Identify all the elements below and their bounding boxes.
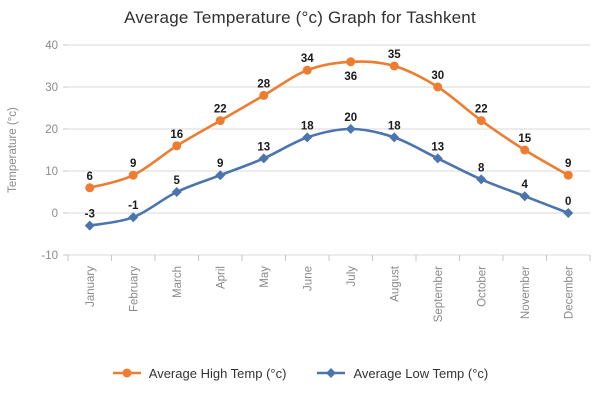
data-point-marker[interactable] [171,187,182,197]
data-label: 5 [174,175,181,187]
data-point-marker[interactable] [433,82,443,92]
low-series-marker-icon [317,368,346,378]
data-point-marker[interactable] [215,116,225,126]
data-label: -1 [128,200,139,212]
data-point-marker[interactable] [346,57,356,67]
data-point-marker[interactable] [389,61,399,71]
data-label: 22 [475,104,488,116]
series-line-average-high [89,60,569,190]
data-point-marker[interactable] [563,208,574,218]
x-category-label: March [172,266,184,298]
data-label: 16 [170,129,183,141]
legend-item-average-low[interactable]: Average Low Temp (°c) [316,366,488,381]
x-category-label: July [346,266,358,287]
y-tick-label: -10 [41,250,58,262]
y-tick-label: 0 [52,208,58,220]
data-point-marker[interactable] [215,170,226,181]
x-category-label: January [85,266,97,307]
data-label: 0 [565,196,571,208]
data-point-marker[interactable] [302,65,312,75]
data-point-marker[interactable] [476,116,486,126]
data-label: 8 [478,162,485,174]
data-point-marker[interactable] [432,153,443,164]
data-point-marker[interactable] [85,183,95,193]
data-label: 30 [431,70,444,82]
data-label: -3 [85,209,95,221]
data-label: 36 [344,71,357,83]
data-point-marker[interactable] [259,90,269,100]
data-label: 9 [217,158,223,170]
y-tick-label: 30 [45,82,58,94]
x-category-label: September [433,266,445,322]
data-point-marker[interactable] [128,212,139,223]
data-point-marker[interactable] [476,174,487,185]
legend-circle-marker-icon [122,368,132,378]
legend-diamond-marker-icon [326,368,337,378]
x-category-label: November [520,266,532,319]
legend-label-average-low: Average Low Temp (°c) [353,365,489,381]
chart-title: Average Temperature (°c) Graph for Tashk… [124,8,476,27]
x-category-label: December [563,266,575,319]
data-point-marker[interactable] [563,170,573,180]
x-category-label: June [302,266,314,291]
legend: Average High Temp (°c) Average Low Temp … [0,361,600,385]
series-line-average-low [89,127,569,227]
data-point-marker[interactable] [520,145,530,155]
data-point-marker[interactable] [172,141,182,151]
x-category-label: May [259,266,271,288]
data-label: 20 [344,112,357,124]
data-label: 35 [388,49,401,61]
y-tick-label: 40 [45,40,58,52]
data-label: 4 [522,179,529,191]
data-point-marker[interactable] [258,153,269,164]
legend-label-average-high: Average High Temp (°c) [148,365,287,381]
data-point-marker[interactable] [302,132,313,143]
x-category-label: April [215,266,227,289]
legend-item-average-high[interactable]: Average High Temp (°c) [112,365,287,381]
data-point-marker[interactable] [389,132,400,143]
data-label: 15 [518,133,531,145]
x-category-label: October [476,266,488,307]
data-label: 9 [130,158,136,170]
data-point-marker[interactable] [84,220,95,231]
data-point-marker[interactable] [345,124,356,134]
data-label: 34 [301,53,314,65]
y-tick-label: 20 [45,124,58,136]
data-label: 6 [87,171,93,183]
y-tick-label: 10 [45,166,58,178]
data-label: 13 [257,141,270,153]
x-category-label: August [389,265,401,302]
data-label: 13 [431,141,444,153]
high-series-marker-icon [112,368,141,378]
data-label: 18 [301,120,314,132]
data-point-marker[interactable] [128,170,138,180]
data-label: 22 [214,104,227,116]
data-label: 9 [565,158,571,170]
data-label: 28 [257,78,270,90]
data-label: 18 [388,120,401,132]
x-category-label: February [128,266,140,312]
y-axis-title: Temperature (°c) [7,107,19,193]
data-point-marker[interactable] [519,191,530,202]
